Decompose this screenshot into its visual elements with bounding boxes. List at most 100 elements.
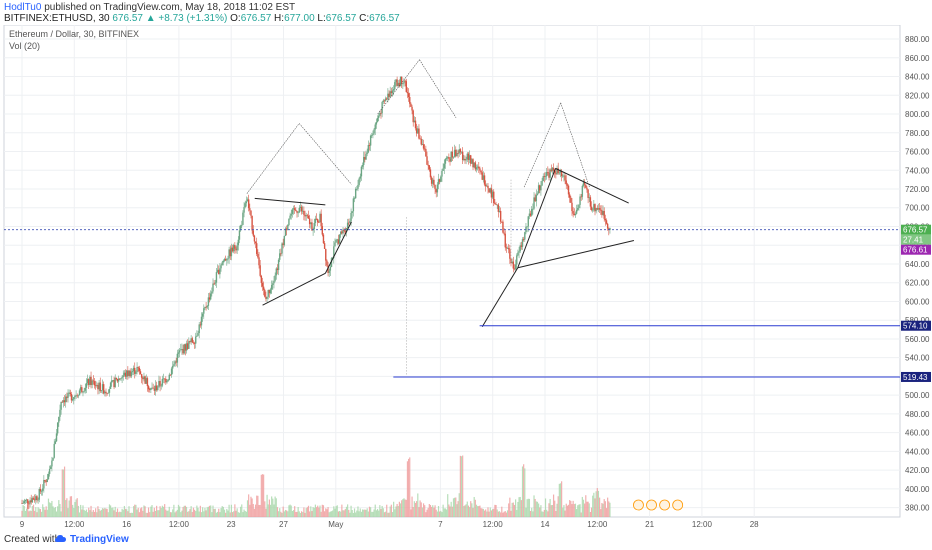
volume-bar (538, 503, 540, 517)
volume-bar (421, 507, 424, 517)
volume-bar (343, 510, 345, 517)
candle-body (609, 228, 611, 230)
candle-body (575, 209, 578, 214)
volume-bar (564, 510, 566, 517)
volume-bar (90, 505, 92, 517)
volume-bar (513, 504, 516, 517)
volume-bar (131, 512, 134, 517)
candle-body (566, 184, 569, 186)
volume-bar (366, 508, 368, 517)
volume-bar (288, 505, 290, 517)
volume-bar (585, 495, 587, 517)
volume-bar (80, 504, 82, 517)
volume-bar (504, 511, 506, 517)
volume-bar (294, 506, 296, 517)
volume-bar (66, 498, 68, 517)
candle-body (369, 135, 372, 146)
support-level-label: 574.10 (903, 322, 928, 331)
volume-bar (409, 457, 411, 517)
candle-body (568, 194, 571, 198)
volume-bar (573, 504, 575, 517)
candle-body (31, 498, 34, 503)
candle-body (32, 498, 35, 500)
candle-body (122, 375, 124, 377)
volume-bar (527, 498, 529, 517)
candle-body (63, 400, 66, 403)
volume-bar (120, 512, 122, 517)
candle-body (306, 215, 309, 217)
candle-body (427, 164, 429, 166)
candle-body (384, 98, 387, 101)
volume-bar (558, 483, 560, 517)
candle-body (35, 496, 37, 501)
volume-bar (249, 504, 251, 517)
volume-bar (241, 504, 243, 517)
volume-bar (133, 506, 135, 517)
volume-bar (521, 466, 524, 517)
candle-body (216, 269, 219, 273)
candle-body (27, 499, 29, 504)
volume-bar (127, 511, 129, 517)
candle-body (392, 89, 395, 91)
volume-bar (520, 500, 522, 517)
volume-bar (160, 507, 162, 517)
candle-body (447, 157, 449, 159)
candle-body (97, 384, 99, 390)
volume-bar (344, 509, 346, 517)
candle-body (167, 379, 169, 382)
event-badge-icon[interactable] (659, 499, 670, 511)
candle-body (329, 266, 332, 271)
volume-bar (539, 507, 541, 517)
volume-bar (184, 505, 186, 517)
candle-body (457, 153, 459, 154)
tradingview-brand[interactable]: TradingView (70, 534, 129, 545)
volume-bar (417, 493, 419, 517)
price-chart[interactable]: 880.00 860.00 840.00 820.00 800.00 780.00 760.… (0, 25, 932, 530)
candle-body (92, 380, 95, 382)
volume-bar (70, 496, 73, 517)
volume-bar (124, 508, 127, 517)
candle-body (517, 252, 519, 256)
candle-body (597, 208, 600, 210)
volume-bar (311, 511, 313, 517)
candle-body (489, 188, 491, 193)
publish-line: HodlTu0 published on TradingView.com, Ma… (4, 2, 295, 13)
price-axis[interactable]: 880.00 860.00 840.00 820.00 800.00 780.00 760.… (901, 35, 931, 513)
volume-bar (93, 511, 96, 517)
volume-bar (158, 510, 160, 517)
candle-body (396, 79, 398, 86)
volume-bar (277, 511, 280, 517)
volume-bar (483, 510, 486, 517)
volume-bar (109, 505, 112, 517)
candle-body (337, 239, 340, 244)
candle-body (466, 153, 468, 160)
volume-bar (250, 496, 252, 517)
volume-bar (472, 507, 474, 517)
candle-body (585, 184, 587, 188)
candle-body (583, 182, 586, 185)
volume-bar (219, 512, 221, 517)
event-badge-icon[interactable] (672, 499, 684, 511)
volume-bar (32, 504, 35, 517)
header-bar: HodlTu0 published on TradingView.com, Ma… (0, 0, 932, 26)
trendline-drawings (246, 59, 684, 511)
username-link[interactable]: HodlTu0 (4, 2, 42, 13)
volume-bar (341, 504, 343, 517)
volume-bar (426, 509, 428, 517)
event-badge-icon[interactable] (633, 499, 644, 511)
event-badge-icon[interactable] (646, 499, 657, 511)
volume-bar (62, 469, 65, 517)
candle-body (418, 128, 420, 139)
candle-body (560, 171, 563, 177)
volume-bar (46, 509, 48, 517)
volume-bar (334, 508, 336, 517)
volume-bar (149, 512, 151, 517)
candle-body (351, 211, 353, 213)
candle-body (478, 166, 480, 169)
candle-body (197, 333, 199, 336)
time-axis[interactable]: 9 12:00 16 12:00 23 27 May 7 12:00 14 12:00 21 12:00… (20, 520, 759, 529)
volume-bar (191, 511, 193, 517)
candle-body (226, 259, 228, 261)
volume-bar (189, 509, 191, 517)
volume-bar (534, 498, 536, 517)
